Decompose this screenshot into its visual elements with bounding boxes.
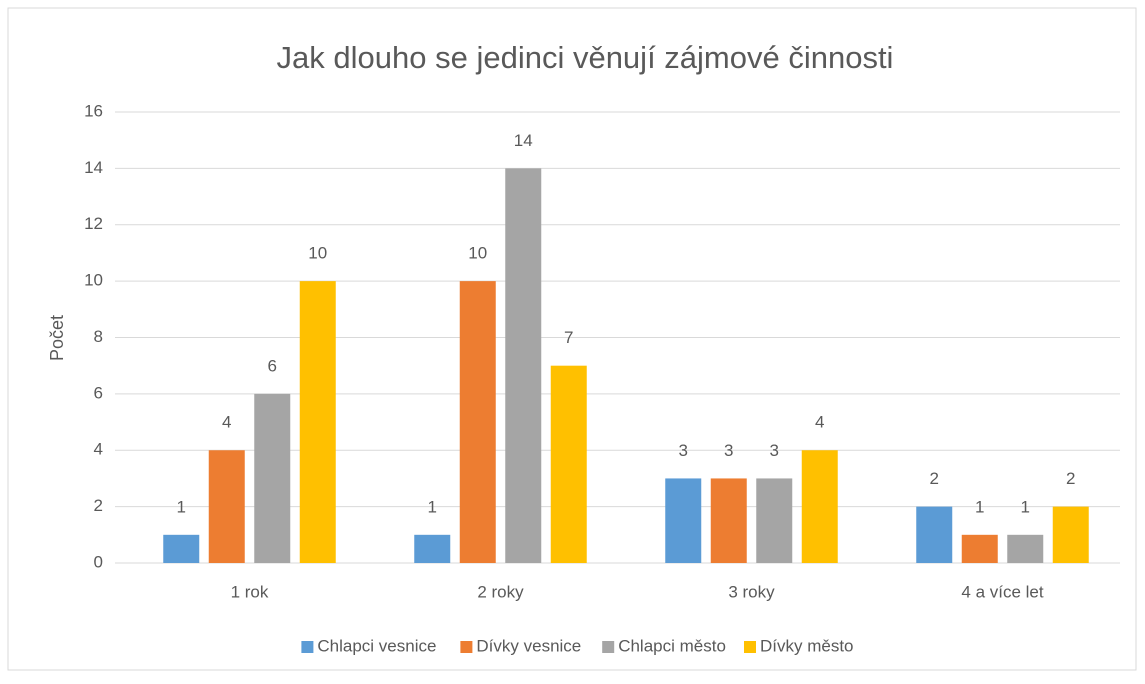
data-label: 4: [815, 413, 824, 432]
bar: [1007, 534, 1044, 563]
bar: [756, 478, 793, 563]
data-label: 3: [770, 441, 779, 460]
bar: [665, 478, 702, 563]
y-tick-label: 0: [94, 552, 103, 571]
legend-label: Chlapci město: [618, 636, 726, 655]
data-label: 1: [975, 497, 984, 516]
legend-swatch: [301, 641, 314, 653]
legend-swatch: [460, 641, 473, 653]
bar: [505, 168, 542, 563]
y-tick-label: 8: [94, 327, 103, 346]
data-label: 10: [308, 244, 327, 263]
legend-swatch: [602, 641, 615, 653]
y-tick-label: 4: [94, 440, 103, 459]
data-label: 1: [1021, 497, 1030, 516]
y-tick-label: 14: [84, 158, 103, 177]
data-label: 1: [177, 497, 186, 516]
legend-label: Dívky vesnice: [476, 636, 581, 655]
y-tick-label: 6: [94, 383, 103, 402]
bar: [459, 281, 496, 563]
bar: [961, 534, 998, 563]
bar: [254, 393, 291, 563]
x-tick-label: 3 roky: [728, 582, 775, 601]
x-tick-label: 1 rok: [231, 582, 269, 601]
y-tick-label: 16: [84, 101, 103, 120]
data-label: 4: [222, 413, 231, 432]
data-label: 2: [930, 469, 939, 488]
data-label: 3: [724, 441, 733, 460]
bar: [710, 478, 747, 563]
bar: [163, 534, 200, 563]
y-tick-label: 12: [84, 214, 103, 233]
y-tick-label: 2: [94, 496, 103, 515]
bar: [299, 281, 336, 563]
data-label: 3: [679, 441, 688, 460]
data-label: 1: [428, 497, 437, 516]
data-label: 6: [268, 356, 277, 375]
data-label: 2: [1066, 469, 1075, 488]
y-axis-label: Počet: [47, 315, 67, 361]
data-label: 10: [468, 244, 487, 263]
data-label: 14: [514, 131, 533, 150]
bar: [916, 506, 953, 563]
legend-label: Dívky město: [760, 636, 854, 655]
legend-label: Chlapci vesnice: [317, 636, 436, 655]
x-tick-label: 4 a více let: [961, 582, 1043, 601]
y-tick-label: 10: [84, 271, 103, 290]
bar: [801, 450, 838, 563]
bar: [550, 365, 587, 563]
chart-title: Jak dlouho se jedinci věnují zájmové čin…: [277, 40, 894, 75]
data-label: 7: [564, 328, 573, 347]
bar: [1052, 506, 1089, 563]
x-tick-label: 2 roky: [477, 582, 524, 601]
bar: [414, 534, 451, 563]
bar: [208, 450, 245, 563]
legend-swatch: [744, 641, 756, 653]
